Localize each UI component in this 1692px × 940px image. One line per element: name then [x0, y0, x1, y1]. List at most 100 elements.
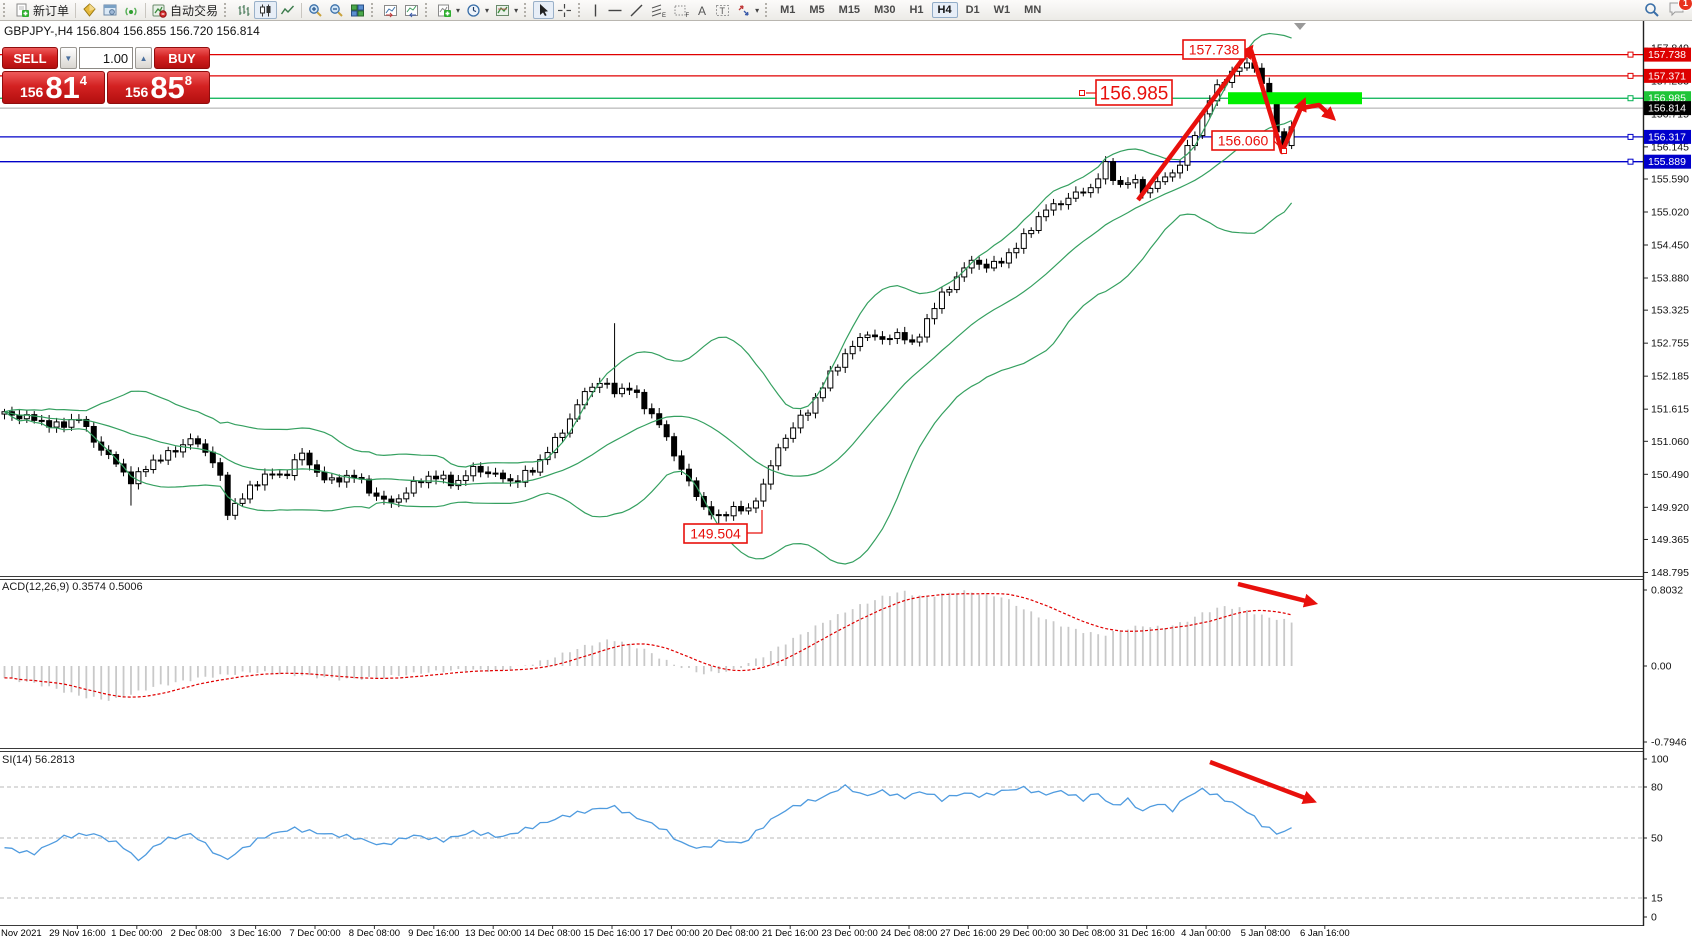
text-icon: A — [698, 4, 706, 18]
cursor-icon — [540, 4, 549, 16]
svg-text:27 Dec 16:00: 27 Dec 16:00 — [940, 928, 997, 939]
svg-text:151.615: 151.615 — [1651, 404, 1689, 416]
svg-text:4 Jan 00:00: 4 Jan 00:00 — [1181, 928, 1231, 939]
svg-text:155.889: 155.889 — [1648, 156, 1686, 168]
candlestick-chart-button[interactable] — [254, 1, 278, 19]
green-zone-bar[interactable] — [1228, 92, 1362, 105]
new-order-button[interactable]: 新订单 — [12, 1, 72, 19]
callout-labels[interactable]: 157.738 156.985 156.060 149.504 — [683, 39, 1287, 544]
ask-pip: 8 — [184, 73, 193, 88]
svg-text:157.738: 157.738 — [1648, 49, 1686, 61]
crosshair-button[interactable] — [554, 1, 575, 19]
market-watch-button[interactable] — [100, 1, 121, 19]
notifications-button[interactable]: 1 — [1668, 0, 1692, 20]
chevron-down-icon[interactable]: ▾ — [485, 5, 490, 15]
volume-decrease-button[interactable]: ▼ — [59, 47, 77, 69]
grid-button[interactable]: F — [670, 1, 693, 19]
timeframe-group: M1 M5 M15 M30 H1 H4 D1 W1 MN — [774, 2, 1047, 18]
period-button[interactable]: ▾ — [463, 1, 492, 19]
svg-text:21 Dec 16:00: 21 Dec 16:00 — [762, 928, 819, 939]
ask-main: 85 — [150, 70, 185, 106]
arrows-button[interactable]: ▾ — [733, 1, 762, 19]
svg-text:6 Jan 16:00: 6 Jan 16:00 — [1300, 928, 1350, 939]
vertical-line-button[interactable] — [587, 1, 604, 19]
svg-text:156.814: 156.814 — [1648, 103, 1686, 115]
bid-pip: 4 — [79, 73, 88, 88]
svg-text:20 Dec 08:00: 20 Dec 08:00 — [703, 928, 760, 939]
chart-shift-marker[interactable] — [1294, 23, 1306, 30]
text-button[interactable]: A — [693, 1, 712, 19]
trendline-icon — [630, 4, 643, 16]
tab-timeframe-M1[interactable]: M1 — [780, 4, 796, 16]
tab-timeframe-M15[interactable]: M15 — [838, 4, 861, 16]
chevron-down-icon[interactable]: ▾ — [514, 5, 519, 15]
svg-text:9 Dec 16:00: 9 Dec 16:00 — [408, 928, 459, 939]
bid-price-display[interactable]: 156 81 4 — [2, 71, 105, 104]
tile-windows-button[interactable] — [347, 1, 368, 19]
autotrading-button[interactable]: 自动交易 — [149, 1, 221, 19]
price-scale[interactable]: 157.849157.283156.715156.145155.590155.0… — [1643, 43, 1689, 579]
svg-text:17 Dec 00:00: 17 Dec 00:00 — [643, 928, 700, 939]
template-button[interactable]: ▾ — [492, 1, 521, 19]
tab-timeframe-MN[interactable]: MN — [1024, 4, 1042, 16]
svg-text:T: T — [720, 6, 726, 16]
add-indicator-button[interactable]: ▾ — [434, 1, 463, 19]
profiles-button[interactable] — [79, 1, 100, 19]
svg-text:150.490: 150.490 — [1651, 469, 1689, 481]
svg-text:154.450: 154.450 — [1651, 240, 1689, 252]
indicator-window-button[interactable] — [380, 1, 401, 19]
fibonacci-button[interactable]: E — [647, 1, 670, 19]
svg-text:5 Jan 08:00: 5 Jan 08:00 — [1241, 928, 1291, 939]
chevron-down-icon[interactable]: ▾ — [456, 5, 461, 15]
horizontal-lines[interactable] — [0, 51, 1643, 165]
svg-text:152.755: 152.755 — [1651, 338, 1689, 350]
tab-timeframe-W1[interactable]: W1 — [993, 4, 1011, 16]
macd-label: ACD(12,26,9) 0.3574 0.5006 — [2, 581, 143, 593]
buy-button[interactable]: BUY — [154, 47, 210, 69]
volume-increase-button[interactable]: ▲ — [135, 47, 153, 69]
bid-prefix: 156 — [19, 84, 44, 100]
horizontal-line-button[interactable] — [604, 1, 626, 19]
indicator-list-button[interactable] — [401, 1, 422, 19]
volume-input[interactable]: 1.00 — [78, 47, 134, 69]
svg-text:2 Dec 08:00: 2 Dec 08:00 — [171, 928, 222, 939]
bid-main: 81 — [45, 70, 80, 106]
tab-timeframe-H1[interactable]: H1 — [909, 4, 924, 16]
sell-button[interactable]: SELL — [2, 47, 58, 69]
search-icon[interactable] — [1644, 2, 1660, 18]
zoom-out-button[interactable] — [326, 1, 347, 19]
autotrading-icon — [152, 4, 167, 18]
price-tag-157.371: 157.371 — [1644, 68, 1691, 83]
svg-text:0.8032: 0.8032 — [1651, 585, 1683, 597]
tab-timeframe-M5[interactable]: M5 — [809, 4, 825, 16]
candlestick-chart-icon — [260, 4, 271, 16]
cursor-button[interactable] — [533, 1, 555, 19]
zoom-in-button[interactable] — [305, 1, 326, 19]
svg-text:155.020: 155.020 — [1651, 207, 1689, 219]
trendline-button[interactable] — [626, 1, 647, 19]
zoom-out-icon — [330, 3, 343, 17]
line-chart-icon — [280, 5, 295, 14]
bar-chart-button[interactable] — [233, 1, 254, 19]
fibonacci-icon: E — [651, 4, 666, 18]
tab-timeframe-M30[interactable]: M30 — [874, 4, 896, 16]
svg-text:7 Dec 00:00: 7 Dec 00:00 — [289, 928, 340, 939]
signals-button[interactable] — [121, 1, 142, 19]
annotation-arrows[interactable] — [1136, 44, 1337, 805]
ask-price-display[interactable]: 156 85 8 — [107, 71, 210, 104]
tab-timeframe-H4[interactable]: H4 — [931, 2, 958, 18]
svg-text:148.795: 148.795 — [1651, 567, 1689, 579]
svg-text:E: E — [662, 13, 666, 18]
text-label-button[interactable]: T — [712, 1, 733, 19]
chevron-down-icon[interactable]: ▾ — [755, 5, 760, 15]
svg-text:30 Dec 08:00: 30 Dec 08:00 — [1059, 928, 1116, 939]
autotrading-label: 自动交易 — [170, 3, 219, 18]
time-axis[interactable]: Nov 2021 29 Nov 16:00 1 Dec 00:00 2 Dec 08:… — [1, 925, 1350, 939]
svg-text:0: 0 — [1651, 912, 1657, 924]
line-chart-button[interactable] — [277, 1, 298, 19]
market-watch-icon — [103, 4, 117, 15]
tab-timeframe-D1[interactable]: D1 — [965, 4, 980, 16]
template-icon — [496, 4, 510, 16]
svg-text:80: 80 — [1651, 782, 1663, 794]
